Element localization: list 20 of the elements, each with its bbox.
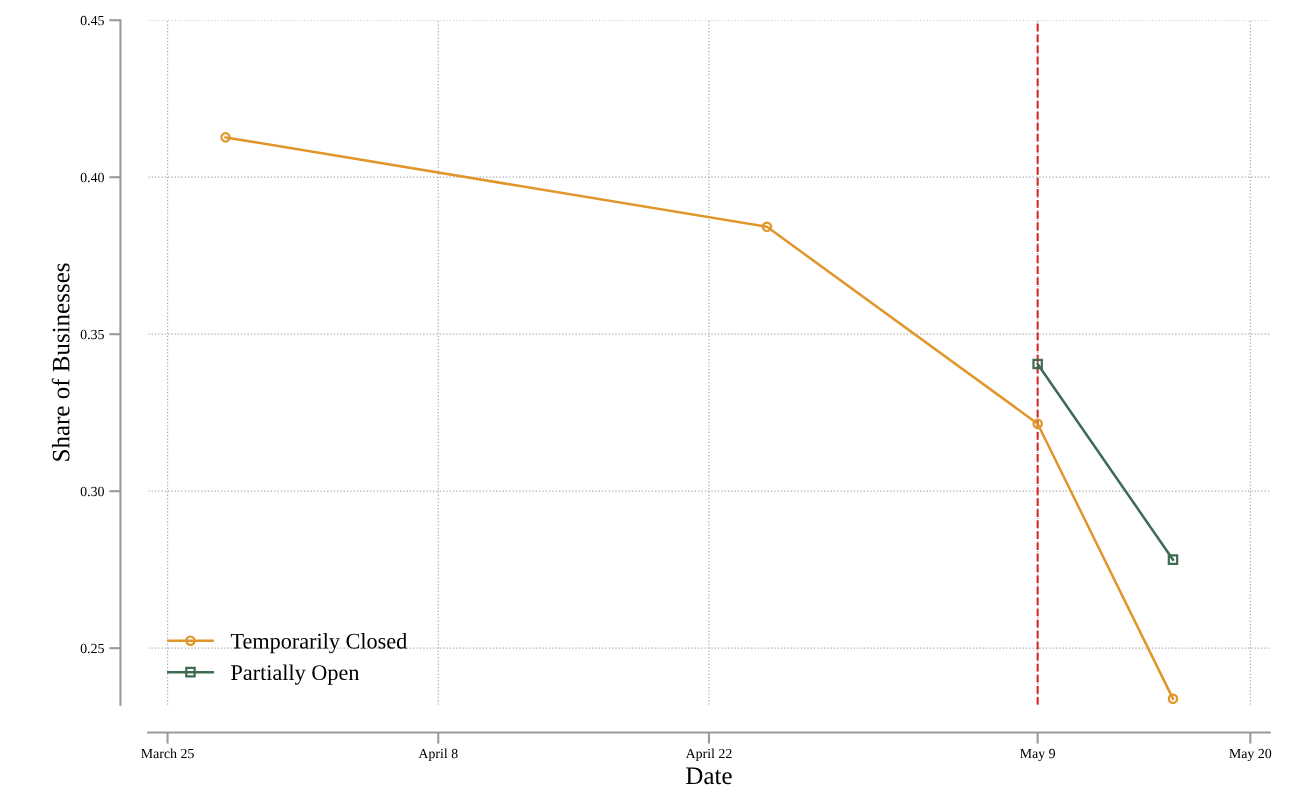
x-tick-label: March 25 <box>141 748 194 759</box>
legend-label: Partially Open <box>231 664 360 685</box>
x-tick-label: April 22 <box>685 748 732 762</box>
x-axis-title: Date <box>686 767 732 785</box>
point <box>1032 418 1043 429</box>
point <box>220 132 231 143</box>
x-tick-label: April 8 <box>418 748 458 762</box>
point <box>761 221 773 233</box>
y-tick-label: 0.35 <box>80 329 104 340</box>
y-tick-label: 0.40 <box>80 172 104 183</box>
y-axis-title: Share of Businesses <box>51 263 70 461</box>
x-tick-label: May 9 <box>1020 748 1056 762</box>
y-tick-label: 0.25 <box>80 643 104 654</box>
point <box>1167 554 1179 565</box>
y-tick-label: 0.30 <box>80 486 104 497</box>
y-tick-label: 0.45 <box>80 15 104 26</box>
x-tick-label: May 20 <box>1229 748 1272 762</box>
legend-label: Temporarily Closed <box>230 633 407 654</box>
point <box>1167 693 1179 705</box>
point <box>1032 358 1043 370</box>
